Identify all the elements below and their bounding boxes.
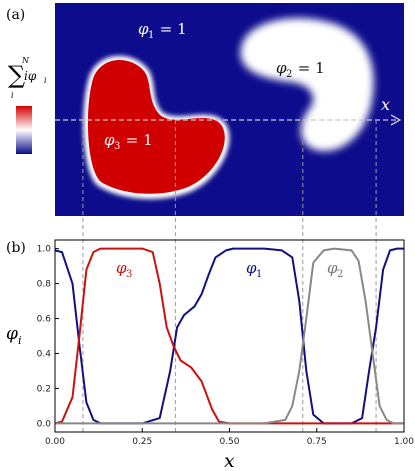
svg-text:φ: φ — [116, 259, 127, 277]
sum-lower-limit: i — [11, 91, 14, 100]
svg-text:φ: φ — [6, 324, 18, 344]
svg-text:= 1: = 1 — [121, 131, 153, 149]
colorbar — [16, 106, 32, 154]
panel-a-label: (a) — [6, 7, 25, 23]
phi3-region — [87, 59, 225, 194]
colorbar-legend: N ∑ iφ i i — [8, 56, 47, 154]
svg-text:2: 2 — [337, 269, 343, 280]
x-tick-label: 0.75 — [307, 437, 327, 447]
series-line-φ1 — [54, 247, 404, 425]
plot-frame — [54, 239, 405, 433]
svg-text:φ: φ — [246, 259, 257, 277]
y-tick-label: 1.0 — [37, 245, 52, 255]
phi2-region — [240, 18, 374, 152]
sum-symbol: ∑ — [8, 61, 25, 89]
y-tick-label: 0.0 — [37, 419, 52, 429]
svg-text:φ: φ — [327, 259, 338, 277]
sum-body: iφ — [24, 69, 37, 83]
x-axis-label: x — [224, 450, 235, 471]
svg-text:1: 1 — [148, 30, 154, 41]
x-tick-label: 1.00 — [394, 437, 414, 447]
x-axis-arrowhead — [390, 114, 402, 126]
svg-text:φ: φ — [138, 20, 149, 38]
phi2-label: φ 2 = 1 — [276, 59, 325, 80]
svg-text:i: i — [18, 334, 22, 347]
y-tick-label: 0.8 — [37, 280, 52, 290]
svg-text:1: 1 — [256, 269, 262, 280]
svg-text:3: 3 — [114, 141, 120, 152]
series-label-phi2: φ 2 — [327, 259, 343, 280]
svg-text:φ: φ — [104, 131, 115, 149]
series-label-phi3: φ 3 — [116, 259, 132, 280]
series-label-phi1: φ 1 — [246, 259, 262, 280]
svg-text:3: 3 — [126, 269, 132, 280]
series-line-φ2 — [55, 247, 404, 425]
phi1-label: φ 1 = 1 — [138, 20, 187, 41]
y-axis-label: φ i — [6, 324, 22, 347]
svg-text:φ: φ — [276, 59, 287, 77]
series-lines — [54, 247, 404, 425]
x-axis-arrow-label: x — [381, 95, 390, 114]
series-line-φ3 — [54, 247, 404, 425]
svg-text:= 1: = 1 — [155, 20, 187, 38]
phi3-label: φ 3 = 1 — [104, 131, 153, 152]
svg-text:2: 2 — [286, 69, 292, 80]
svg-text:= 1: = 1 — [293, 59, 325, 77]
x-tick-label: 0.00 — [45, 437, 65, 447]
y-tick-label: 0.4 — [37, 349, 52, 359]
axis-ticks: 0.00 0.25 0.50 0.75 1.00 0.0 0.2 0.4 0.6 0.8 1.0 — [37, 245, 415, 447]
panel-b-label: (b) — [6, 240, 26, 256]
sum-body-subscript: i — [44, 76, 47, 85]
line-plot: 0.00 0.25 0.50 0.75 1.00 0.0 0.2 0.4 0.6 0.8 1.0 — [37, 120, 415, 447]
x-tick-label: 0.25 — [132, 437, 152, 447]
phase-field-image: φ 1 = 1 φ 2 = 1 φ 3 = 1 x — [55, 3, 404, 216]
sum-upper-limit: N — [21, 56, 30, 65]
y-tick-label: 0.6 — [37, 315, 52, 325]
x-tick-label: 0.50 — [219, 437, 239, 447]
y-tick-label: 0.2 — [37, 384, 51, 394]
